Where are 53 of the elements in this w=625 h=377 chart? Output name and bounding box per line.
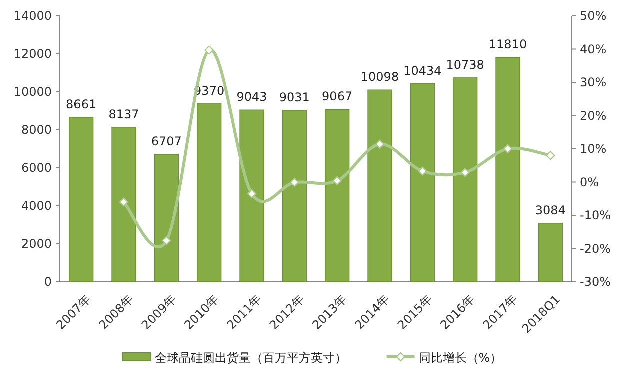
- bar: [368, 90, 392, 282]
- bar: [196, 104, 222, 282]
- point: [418, 166, 428, 176]
- legend-label: 全球晶硅圆出货量（百万平方英寸）: [154, 351, 347, 365]
- y-tick-label: 0: [44, 275, 52, 289]
- bar: [538, 223, 564, 282]
- point: [162, 236, 172, 246]
- y2-tick-label: 40%: [580, 42, 607, 56]
- y-tick-label: 6000: [21, 161, 52, 175]
- bar: [68, 117, 94, 282]
- data-label: 10738: [446, 58, 484, 72]
- y2-tick-label: -20%: [580, 242, 612, 256]
- data-label: 9043: [236, 90, 268, 104]
- legend-label: 同比增长（%）: [418, 351, 502, 365]
- bar: [112, 126, 136, 282]
- y2-tick-label: -30%: [580, 275, 612, 289]
- point: [119, 198, 129, 207]
- point: [460, 168, 470, 178]
- data-label: 8661: [66, 97, 97, 112]
- data-label: 11810: [488, 38, 528, 52]
- bar: [452, 78, 478, 282]
- data-label: 9067: [322, 90, 353, 104]
- point: [375, 140, 385, 149]
- bar: [282, 110, 308, 282]
- bar: [496, 57, 520, 282]
- data-label: 6707: [151, 134, 182, 149]
- y-tick-label: 8000: [21, 123, 52, 137]
- point: [546, 151, 556, 160]
- point: [204, 46, 214, 55]
- data-label: 10434: [404, 64, 442, 78]
- bar: [240, 110, 264, 282]
- y-tick-label: 14000: [14, 9, 52, 23]
- y-tick-label: 2000: [21, 237, 52, 251]
- y2-tick-label: 10%: [580, 142, 607, 156]
- y-tick-label: 10000: [14, 85, 52, 99]
- bar: [410, 83, 436, 282]
- point: [247, 189, 257, 198]
- y2-tick-label: -10%: [580, 208, 612, 222]
- data-label: 8137: [108, 107, 140, 122]
- y-tick-label: 4000: [21, 199, 52, 213]
- bar: [154, 154, 180, 282]
- data-label: 3084: [535, 203, 566, 218]
- y2-tick-label: 50%: [580, 9, 607, 23]
- bar: [324, 109, 350, 282]
- y2-tick-label: 30%: [580, 76, 607, 90]
- data-label: 9031: [279, 90, 310, 104]
- y2-tick-label: 20%: [580, 108, 607, 123]
- point: [503, 144, 513, 154]
- y-tick-label: 12000: [14, 47, 52, 61]
- data-label: 10098: [360, 70, 400, 84]
- point: [290, 178, 300, 188]
- y2-tick-label: 0%: [580, 175, 600, 190]
- point: [332, 176, 342, 186]
